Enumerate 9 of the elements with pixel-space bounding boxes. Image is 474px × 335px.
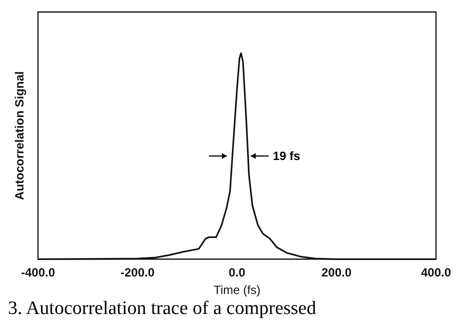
x-tick-label: -200.0 <box>120 266 155 280</box>
y-axis-title: Autocorrelation Signal <box>12 71 26 200</box>
annotation: 19 fs <box>272 148 300 164</box>
x-tick-label: 0.0 <box>228 266 246 280</box>
x-axis-title: Time (fs) <box>214 283 260 298</box>
x-tick-label: 400.0 <box>420 266 452 280</box>
text: 3. Autocorrelation trace of a compressed <box>8 298 318 320</box>
x-tick-label: 200.0 <box>321 266 352 280</box>
x-tick-label: -400.0 <box>20 266 56 280</box>
